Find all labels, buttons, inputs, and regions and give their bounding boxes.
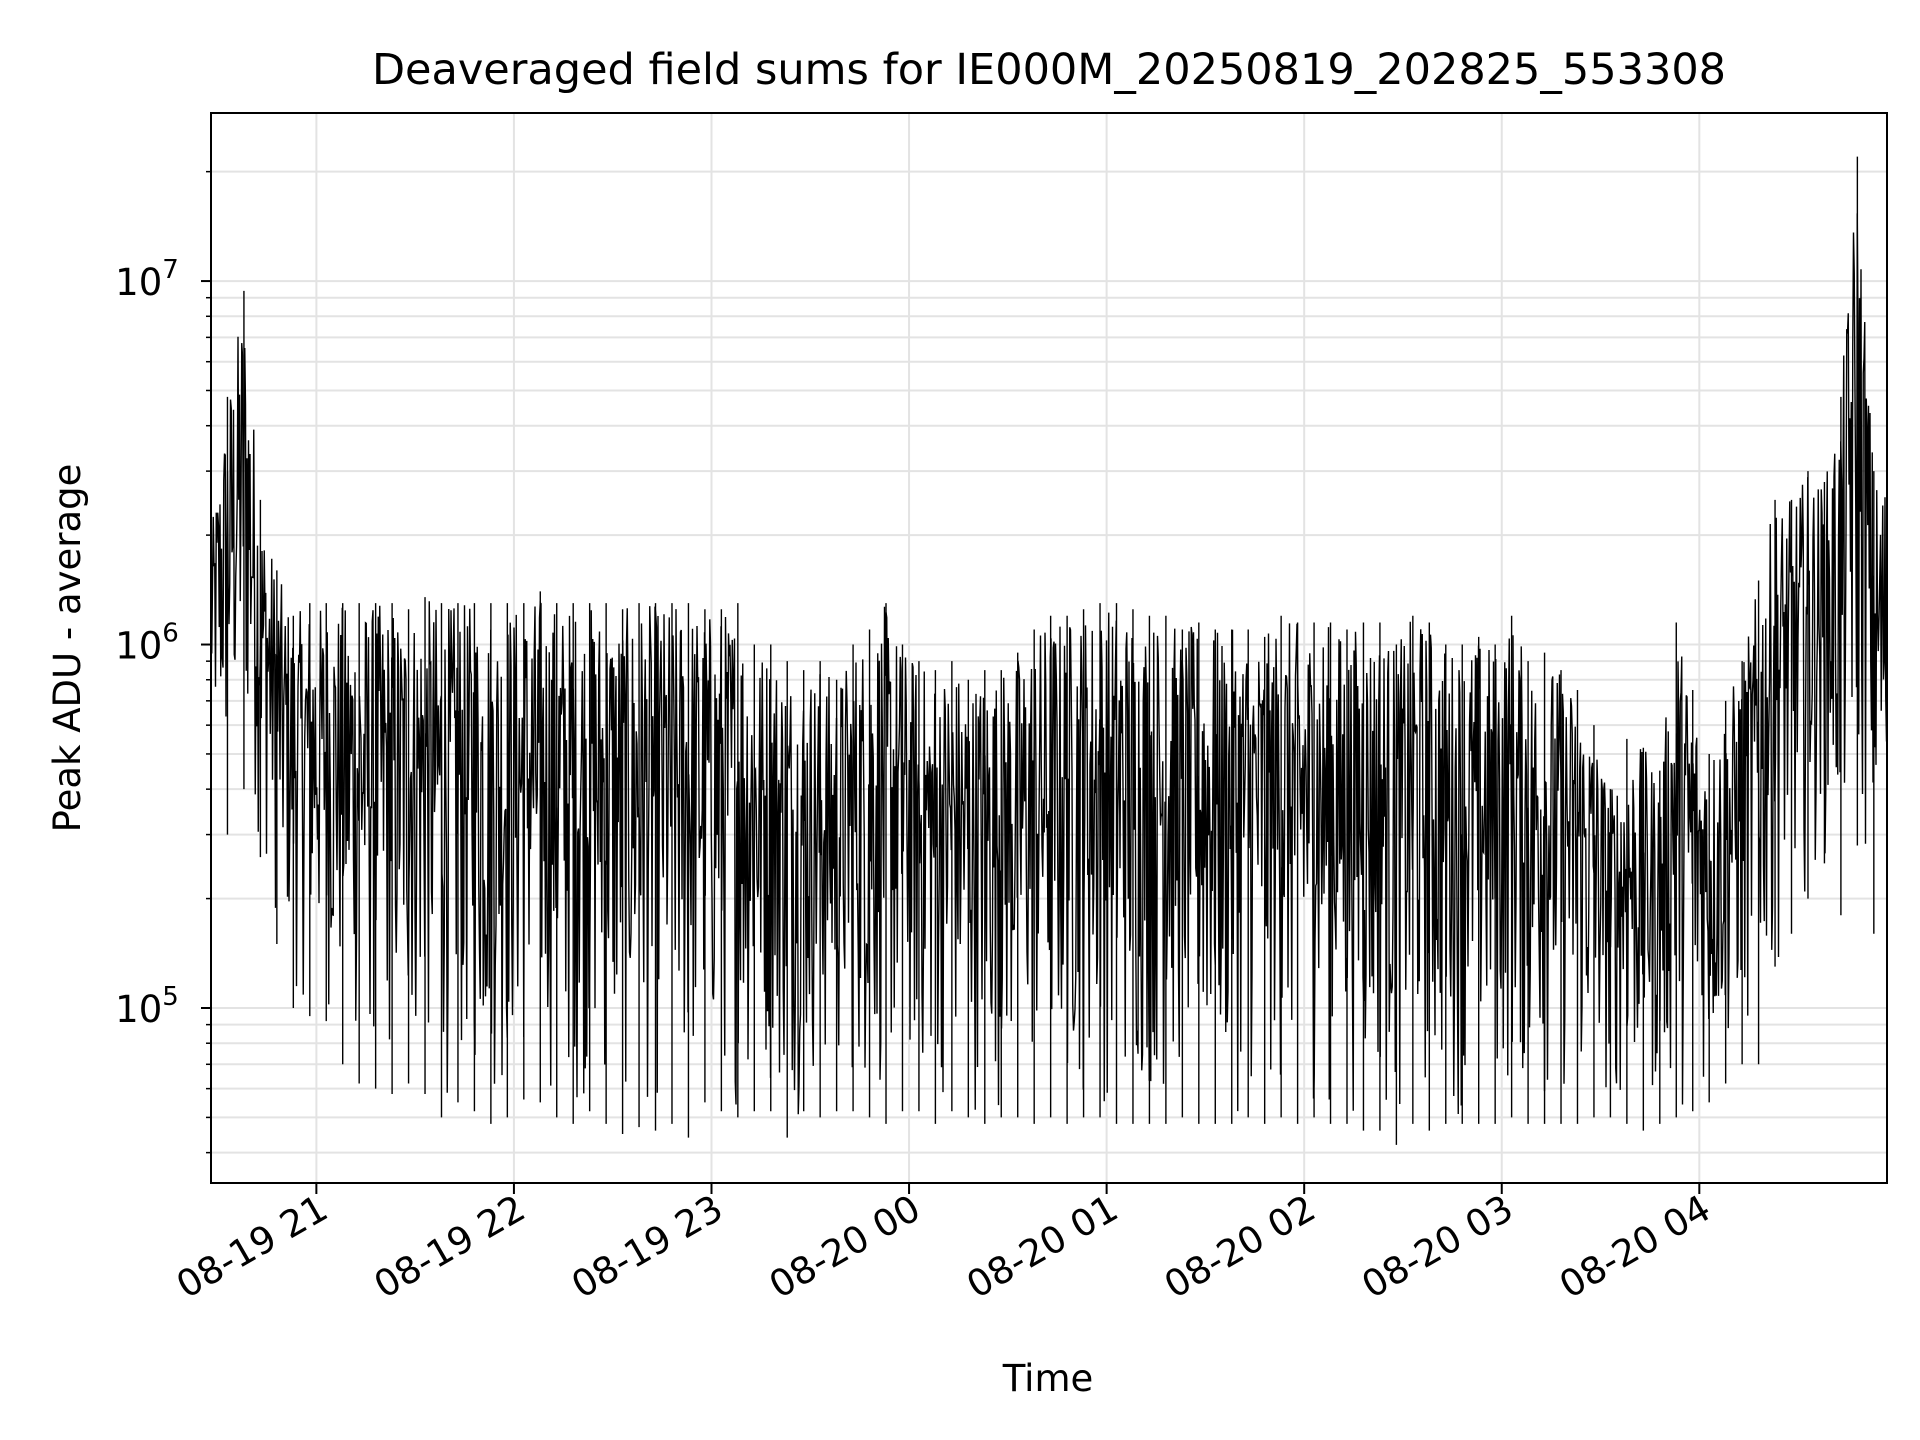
x-axis-label: Time <box>1002 1357 1094 1400</box>
plot-frame <box>210 112 1888 1184</box>
chart-title: Deaveraged field sums for IE000M_2025081… <box>372 45 1726 95</box>
y-axis-label: Peak ADU - average <box>46 464 89 833</box>
y-tick-label: 105 <box>115 982 179 1031</box>
data-series <box>210 156 1888 1145</box>
y-axis: 105 106 107 <box>115 170 211 1154</box>
y-tick-label: 107 <box>115 255 179 304</box>
y-tick-label: 106 <box>115 619 179 668</box>
